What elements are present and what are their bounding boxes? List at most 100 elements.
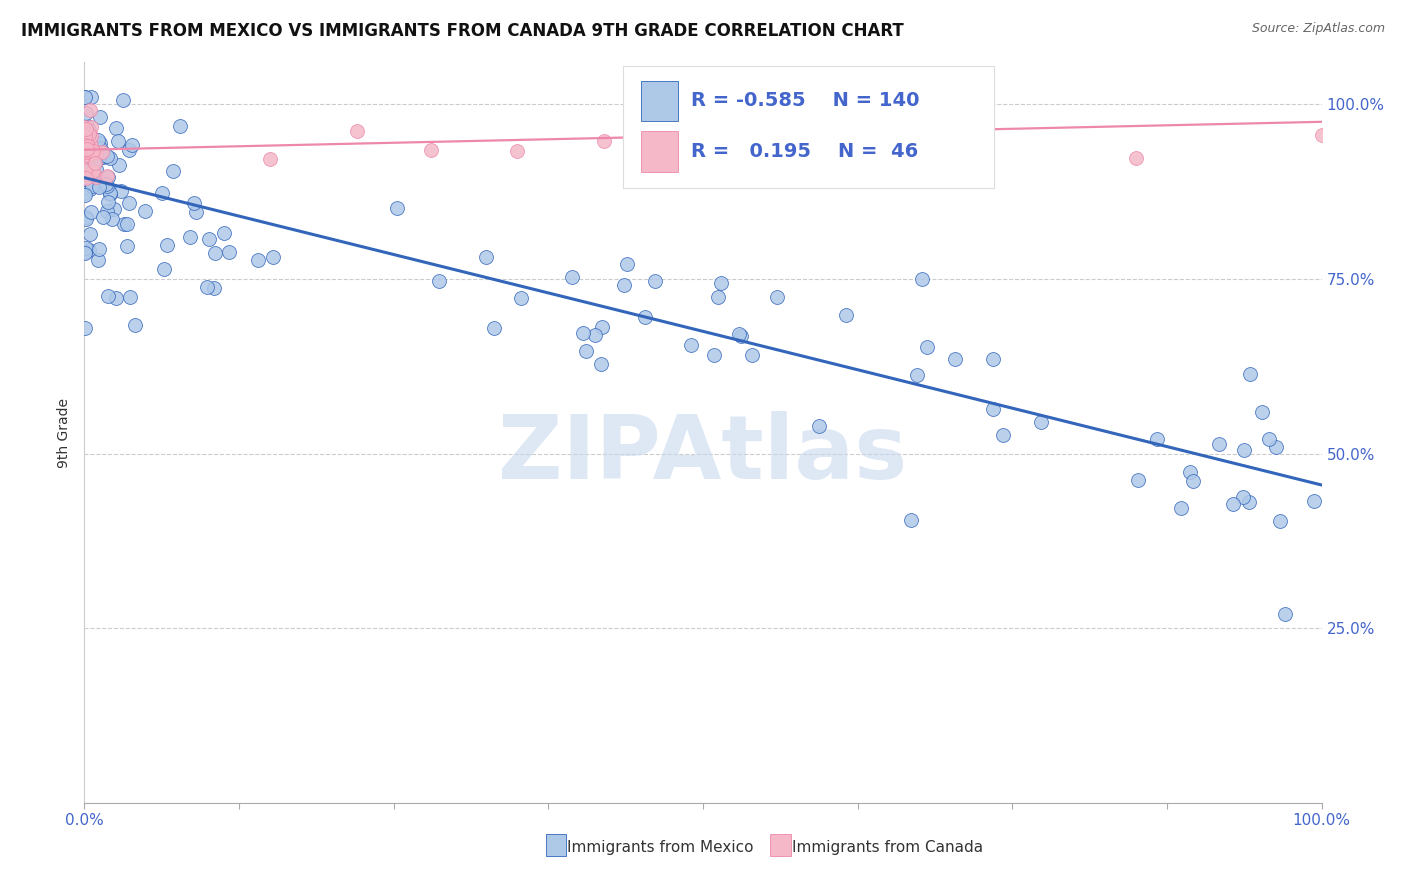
Point — [727, 327, 749, 342]
Point — [583, 327, 606, 342]
Point — [91, 150, 114, 164]
Point — [73, 121, 96, 136]
Point — [1125, 151, 1147, 165]
Point — [82, 144, 104, 158]
Point — [75, 241, 97, 255]
Point — [1239, 367, 1261, 381]
FancyBboxPatch shape — [641, 80, 678, 121]
Point — [1208, 437, 1230, 451]
Point — [634, 310, 657, 324]
Point — [1232, 490, 1254, 504]
Point — [905, 368, 928, 382]
Point — [76, 142, 98, 156]
Point — [707, 290, 730, 304]
Point — [1029, 415, 1052, 429]
Point — [77, 127, 100, 141]
Text: Immigrants from Canada: Immigrants from Canada — [792, 840, 983, 855]
Point — [156, 237, 179, 252]
Point — [262, 250, 284, 264]
Text: R = -0.585    N = 140: R = -0.585 N = 140 — [690, 92, 920, 111]
Point — [841, 119, 863, 133]
Point — [741, 348, 763, 362]
Point — [87, 151, 110, 165]
Point — [183, 196, 205, 211]
Point — [75, 126, 97, 140]
Point — [75, 170, 97, 185]
Point — [84, 155, 107, 169]
Point — [911, 272, 934, 286]
Point — [77, 123, 100, 137]
Point — [575, 343, 598, 358]
Point — [82, 165, 104, 179]
Y-axis label: 9th Grade: 9th Grade — [58, 398, 72, 467]
Point — [90, 178, 112, 192]
Point — [482, 320, 505, 334]
Point — [77, 168, 100, 182]
Point — [79, 147, 101, 161]
Point — [73, 135, 96, 149]
Point — [87, 242, 110, 256]
Point — [105, 291, 128, 305]
Point — [84, 162, 107, 177]
Point — [616, 257, 638, 271]
Point — [73, 186, 96, 200]
Point — [97, 169, 120, 184]
Point — [681, 338, 703, 352]
Point — [1251, 405, 1274, 419]
FancyBboxPatch shape — [641, 131, 678, 171]
Text: IMMIGRANTS FROM MEXICO VS IMMIGRANTS FROM CANADA 9TH GRADE CORRELATION CHART: IMMIGRANTS FROM MEXICO VS IMMIGRANTS FRO… — [21, 22, 904, 40]
Point — [75, 122, 97, 136]
Point — [981, 352, 1004, 367]
Point — [73, 145, 96, 159]
Point — [202, 281, 225, 295]
Point — [73, 188, 96, 202]
Point — [108, 158, 131, 172]
Point — [710, 277, 733, 291]
Point — [218, 244, 240, 259]
Point — [89, 141, 111, 155]
Point — [75, 105, 97, 120]
Point — [97, 194, 120, 209]
Point — [150, 186, 173, 200]
Point — [80, 129, 103, 144]
Point — [184, 204, 207, 219]
Point — [702, 348, 724, 362]
Text: Immigrants from Mexico: Immigrants from Mexico — [567, 840, 754, 855]
Point — [96, 148, 118, 162]
Point — [73, 171, 96, 186]
Point — [1182, 474, 1205, 488]
Point — [80, 120, 103, 134]
Point — [900, 513, 922, 527]
Point — [77, 244, 100, 258]
Point — [79, 182, 101, 196]
Point — [84, 145, 107, 159]
Point — [115, 217, 138, 231]
Point — [79, 227, 101, 241]
Point — [572, 326, 595, 340]
Point — [118, 290, 141, 304]
Point — [79, 145, 101, 160]
Point — [939, 115, 962, 129]
Point — [1264, 441, 1286, 455]
Point — [73, 130, 96, 145]
Point — [96, 203, 118, 218]
Point — [169, 119, 191, 133]
Point — [75, 211, 97, 226]
Point — [76, 147, 98, 161]
FancyBboxPatch shape — [623, 66, 994, 188]
Point — [89, 136, 111, 150]
Point — [1237, 495, 1260, 509]
Point — [730, 329, 752, 343]
Point — [915, 340, 938, 354]
Point — [1233, 443, 1256, 458]
Point — [86, 169, 108, 184]
Point — [591, 320, 613, 334]
Point — [1128, 473, 1150, 487]
Point — [75, 129, 97, 144]
Point — [153, 262, 176, 277]
Point — [427, 274, 450, 288]
Point — [692, 104, 714, 119]
Point — [94, 177, 117, 191]
Point — [104, 121, 127, 136]
Point — [96, 169, 118, 183]
